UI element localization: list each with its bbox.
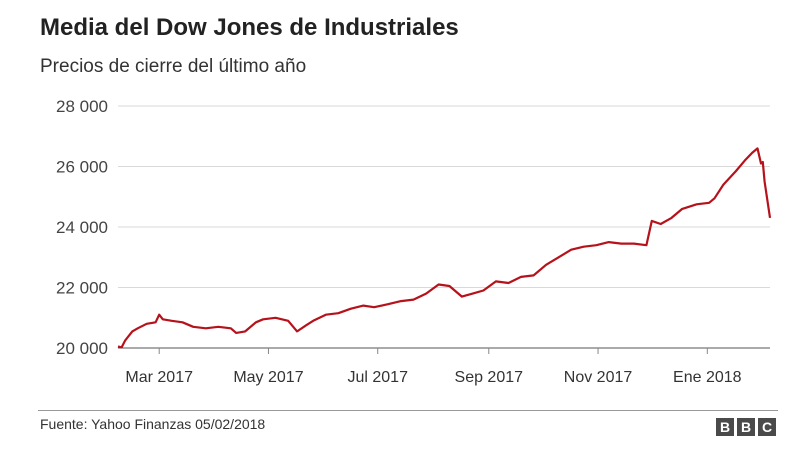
- x-tick-label: Sep 2017: [455, 369, 524, 386]
- source-text: Fuente: Yahoo Finanzas 05/02/2018: [40, 416, 266, 432]
- x-tick-label: Ene 2018: [673, 369, 742, 386]
- x-tick-label: Nov 2017: [564, 369, 633, 386]
- logo-letter: B: [716, 418, 734, 436]
- chart-subtitle: Precios de cierre del último año: [40, 56, 307, 77]
- x-tick-label: May 2017: [233, 369, 303, 386]
- y-tick-label: 22 000: [56, 279, 108, 298]
- bbc-logo: B B C: [716, 418, 776, 436]
- x-tick-label: Mar 2017: [125, 369, 193, 386]
- x-axis: Mar 2017 May 2017 Jul 2017 Sep 2017 Nov 2017…: [125, 348, 742, 386]
- y-gridlines: [118, 105, 770, 349]
- y-tick-label: 24 000: [56, 218, 108, 237]
- y-tick-label: 20 000: [56, 339, 108, 358]
- series-line: [117, 147, 772, 349]
- chart-title: Media del Dow Jones de Industriales: [40, 14, 459, 41]
- y-tick-label: 28 000: [56, 97, 108, 116]
- y-tick-label: 26 000: [56, 158, 108, 177]
- y-tick-labels: 20 000 22 000 24 000 26 000 28 000: [56, 97, 108, 358]
- logo-letter: B: [737, 418, 755, 436]
- logo-letter: C: [758, 418, 776, 436]
- x-tick-label: Jul 2017: [347, 369, 408, 386]
- footer-divider: [38, 410, 778, 411]
